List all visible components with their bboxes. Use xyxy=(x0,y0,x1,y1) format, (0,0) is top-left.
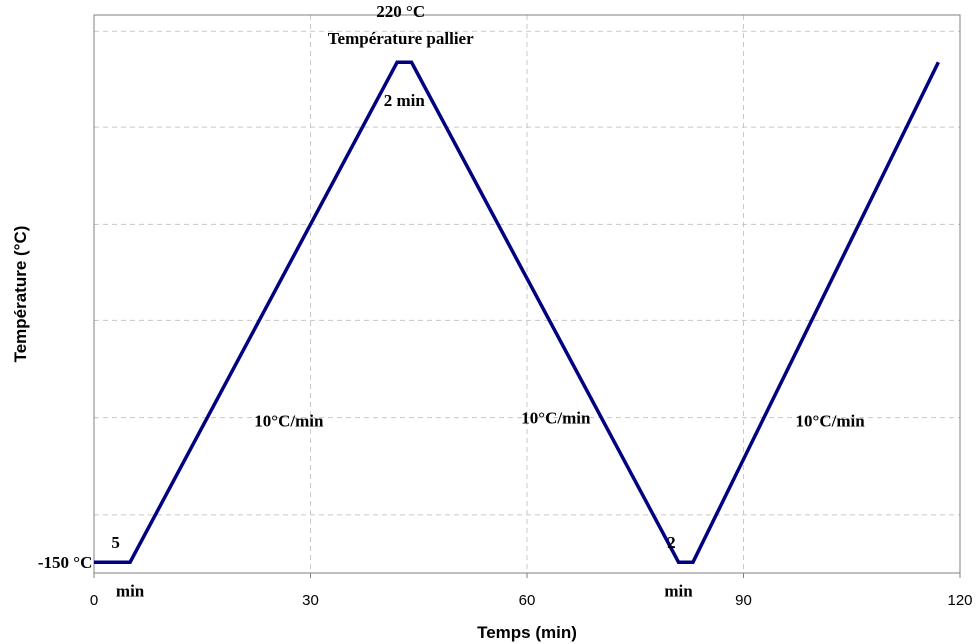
annotation-label: 2 min xyxy=(384,91,426,110)
x-tick-label: 30 xyxy=(302,592,319,609)
annotations: -150 °C 5 min 10°C/min 220 °C Température pal… xyxy=(38,2,865,601)
x-tick-labels: 0 30 60 90 120 xyxy=(90,573,973,609)
annotation-label: min xyxy=(664,582,693,601)
series-line xyxy=(94,60,940,564)
annotation-label: -150 °C xyxy=(38,553,93,572)
annotation-label: 220 °C xyxy=(376,2,425,21)
annotation-label: 10°C/min xyxy=(796,411,866,430)
annotation-label: Température pallier xyxy=(328,29,474,48)
annotation-label: min xyxy=(116,582,145,601)
x-tick-label: 90 xyxy=(735,592,752,609)
x-tick-label: 120 xyxy=(947,592,972,609)
annotation-label: 10°C/min xyxy=(254,411,324,430)
series xyxy=(94,60,940,564)
annotation-label: 2 xyxy=(667,533,676,552)
x-tick-label: 0 xyxy=(90,592,98,609)
annotation-label: 5 xyxy=(111,533,120,552)
annotation-label: 10°C/min xyxy=(521,409,591,428)
y-axis-label: Température (°C) xyxy=(11,226,30,363)
grid xyxy=(94,15,960,573)
x-tick-label: 60 xyxy=(519,592,536,609)
x-axis-label: Temps (min) xyxy=(477,623,577,642)
